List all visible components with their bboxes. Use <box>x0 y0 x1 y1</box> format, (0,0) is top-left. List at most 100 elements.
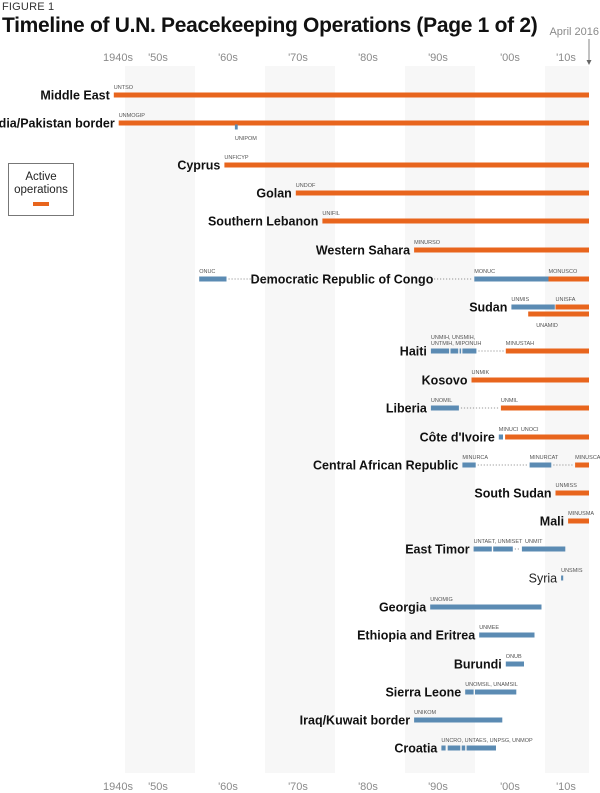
timeline-row: Democratic Republic of Congo ONUC MONUC MON… <box>199 269 589 287</box>
timeline-row: Central African Republic MINURCA MINURCAT M… <box>313 455 600 473</box>
x-tick-label-1960: '60s <box>218 781 238 793</box>
timeline-row: Southern Lebanon UNIFIL <box>208 211 589 229</box>
timeline-row: Sierra Leone UNOMSIL, UNAMSIL <box>385 682 517 700</box>
timeline-rows: Middle East UNTSO India/Pakistan border UNM… <box>0 85 600 756</box>
operation-label: MONUC <box>474 269 495 275</box>
operation-bar <box>575 462 589 468</box>
x-tick-label-2000: '00s <box>500 52 520 64</box>
operation-label: UNMEE <box>479 625 499 631</box>
operation-bar <box>465 689 474 695</box>
timeline-row: South Sudan UNMISS <box>474 483 589 501</box>
operation-label: MONUSCO <box>549 269 578 275</box>
timeline-row: Haiti UNMIH, UNSMIH,UNTMIH, MIPONUH MINUST… <box>400 335 589 359</box>
operation-label: UNOMSIL, UNAMSIL <box>465 682 518 688</box>
operation-bar <box>118 120 589 126</box>
legend: Active operations <box>8 163 74 216</box>
operation-label: MINURSO <box>414 240 441 246</box>
figure-label: FIGURE 1 <box>2 1 55 13</box>
row-label: Côte d'Ivoire <box>420 431 495 445</box>
operation-bar <box>500 405 589 411</box>
operation-bar <box>441 745 446 751</box>
row-label: Democratic Republic of Congo <box>251 273 434 287</box>
end-marker-label: April 2016 <box>549 26 599 38</box>
operation-bar <box>474 276 549 282</box>
row-label: Haiti <box>400 345 427 359</box>
x-tick-label-1940: 1940s <box>103 52 133 64</box>
x-tick-label-1950: '50s <box>148 52 168 64</box>
timeline-row: Mali MINUSMA <box>540 511 595 529</box>
operation-bar <box>295 190 589 196</box>
operation-bar <box>113 92 590 98</box>
operation-label: UNOMIG <box>430 597 453 603</box>
operation-bar <box>471 377 589 383</box>
operation-label: UNTMIH, MIPONUH <box>431 341 481 347</box>
operation-label: MINUSCA <box>575 455 600 461</box>
operation-bar <box>447 745 461 751</box>
operation-bar <box>473 546 492 552</box>
operation-label: UNTAET, UNMISET <box>474 539 523 545</box>
operation-label: UNISFA <box>556 297 576 303</box>
decade-band-1970 <box>265 66 335 773</box>
timeline-row: Sudan UNMIS UNISFA UNAMID <box>469 297 589 329</box>
operation-label: UNMIS <box>511 297 529 303</box>
timeline-row: Burundi ONUB <box>454 654 524 672</box>
operation-bar <box>511 304 555 310</box>
operation-bar <box>224 162 589 168</box>
decade-bands <box>125 66 589 773</box>
operation-label: UNMIK <box>472 370 490 376</box>
operation-bar <box>528 311 589 317</box>
timeline-row: Côte d'Ivoire MINUCI UNOCI <box>420 427 589 445</box>
operation-label: UNCRO, UNTAES, UNPSG, UNMOP <box>441 738 533 744</box>
operation-label: MINURCA <box>462 455 488 461</box>
operation-bar <box>462 348 477 354</box>
operation-bar <box>430 405 459 411</box>
row-label: Western Sahara <box>316 244 411 258</box>
timeline-row: India/Pakistan border UNMOGIP UNIPOM <box>0 113 589 142</box>
operation-label: UNIFIL <box>322 211 339 217</box>
operation-bar <box>199 276 227 282</box>
arrow-down-icon <box>586 60 592 65</box>
row-label: India/Pakistan border <box>0 117 115 131</box>
operation-bar <box>414 247 589 253</box>
decade-band-1950 <box>125 66 195 773</box>
operation-bar <box>430 348 450 354</box>
row-label: Southern Lebanon <box>208 215 318 229</box>
operation-bar <box>498 434 503 440</box>
row-label: Liberia <box>386 402 428 416</box>
operation-bar <box>234 124 238 130</box>
x-tick-label-1970: '70s <box>288 52 308 64</box>
operation-bar <box>493 546 513 552</box>
timeline-row: Golan UNDOF <box>256 183 589 201</box>
operation-label: MINUSMA <box>568 511 594 517</box>
row-label: Mali <box>540 515 564 529</box>
row-label: Cyprus <box>177 159 220 173</box>
row-label: Middle East <box>40 89 110 103</box>
operation-label: UNOMIL <box>431 398 452 404</box>
row-label: Sierra Leone <box>385 686 461 700</box>
x-axis-top: 1940s '50s '60s '70s '80s '90s '00s '10s <box>103 52 576 64</box>
operation-bar <box>462 462 476 468</box>
operation-bar <box>505 434 589 440</box>
row-label: East Timor <box>405 543 470 557</box>
operation-label: UNMISS <box>556 483 578 489</box>
row-label: Sudan <box>469 301 507 315</box>
x-tick-label-1940: 1940s <box>103 781 133 793</box>
operation-label: MINUSTAH <box>506 341 534 347</box>
chart-title: Timeline of U.N. Peacekeeping Operations… <box>2 14 538 37</box>
operation-label: UNIKOM <box>414 710 436 716</box>
operation-label: UNOCI <box>521 427 539 433</box>
operation-label: UNMIH, UNSMIH, <box>431 335 476 341</box>
x-tick-label-1990: '90s <box>428 781 448 793</box>
operation-label: MINUCI <box>499 427 519 433</box>
timeline-row: Cyprus UNFICYP <box>177 155 589 173</box>
operation-bar <box>555 490 589 496</box>
operation-bar <box>322 218 589 224</box>
decade-band-1990 <box>405 66 475 773</box>
operation-bar <box>414 717 503 723</box>
operation-bar <box>459 348 462 354</box>
operation-label: UNTSO <box>114 85 134 91</box>
x-tick-label-1980: '80s <box>358 52 378 64</box>
